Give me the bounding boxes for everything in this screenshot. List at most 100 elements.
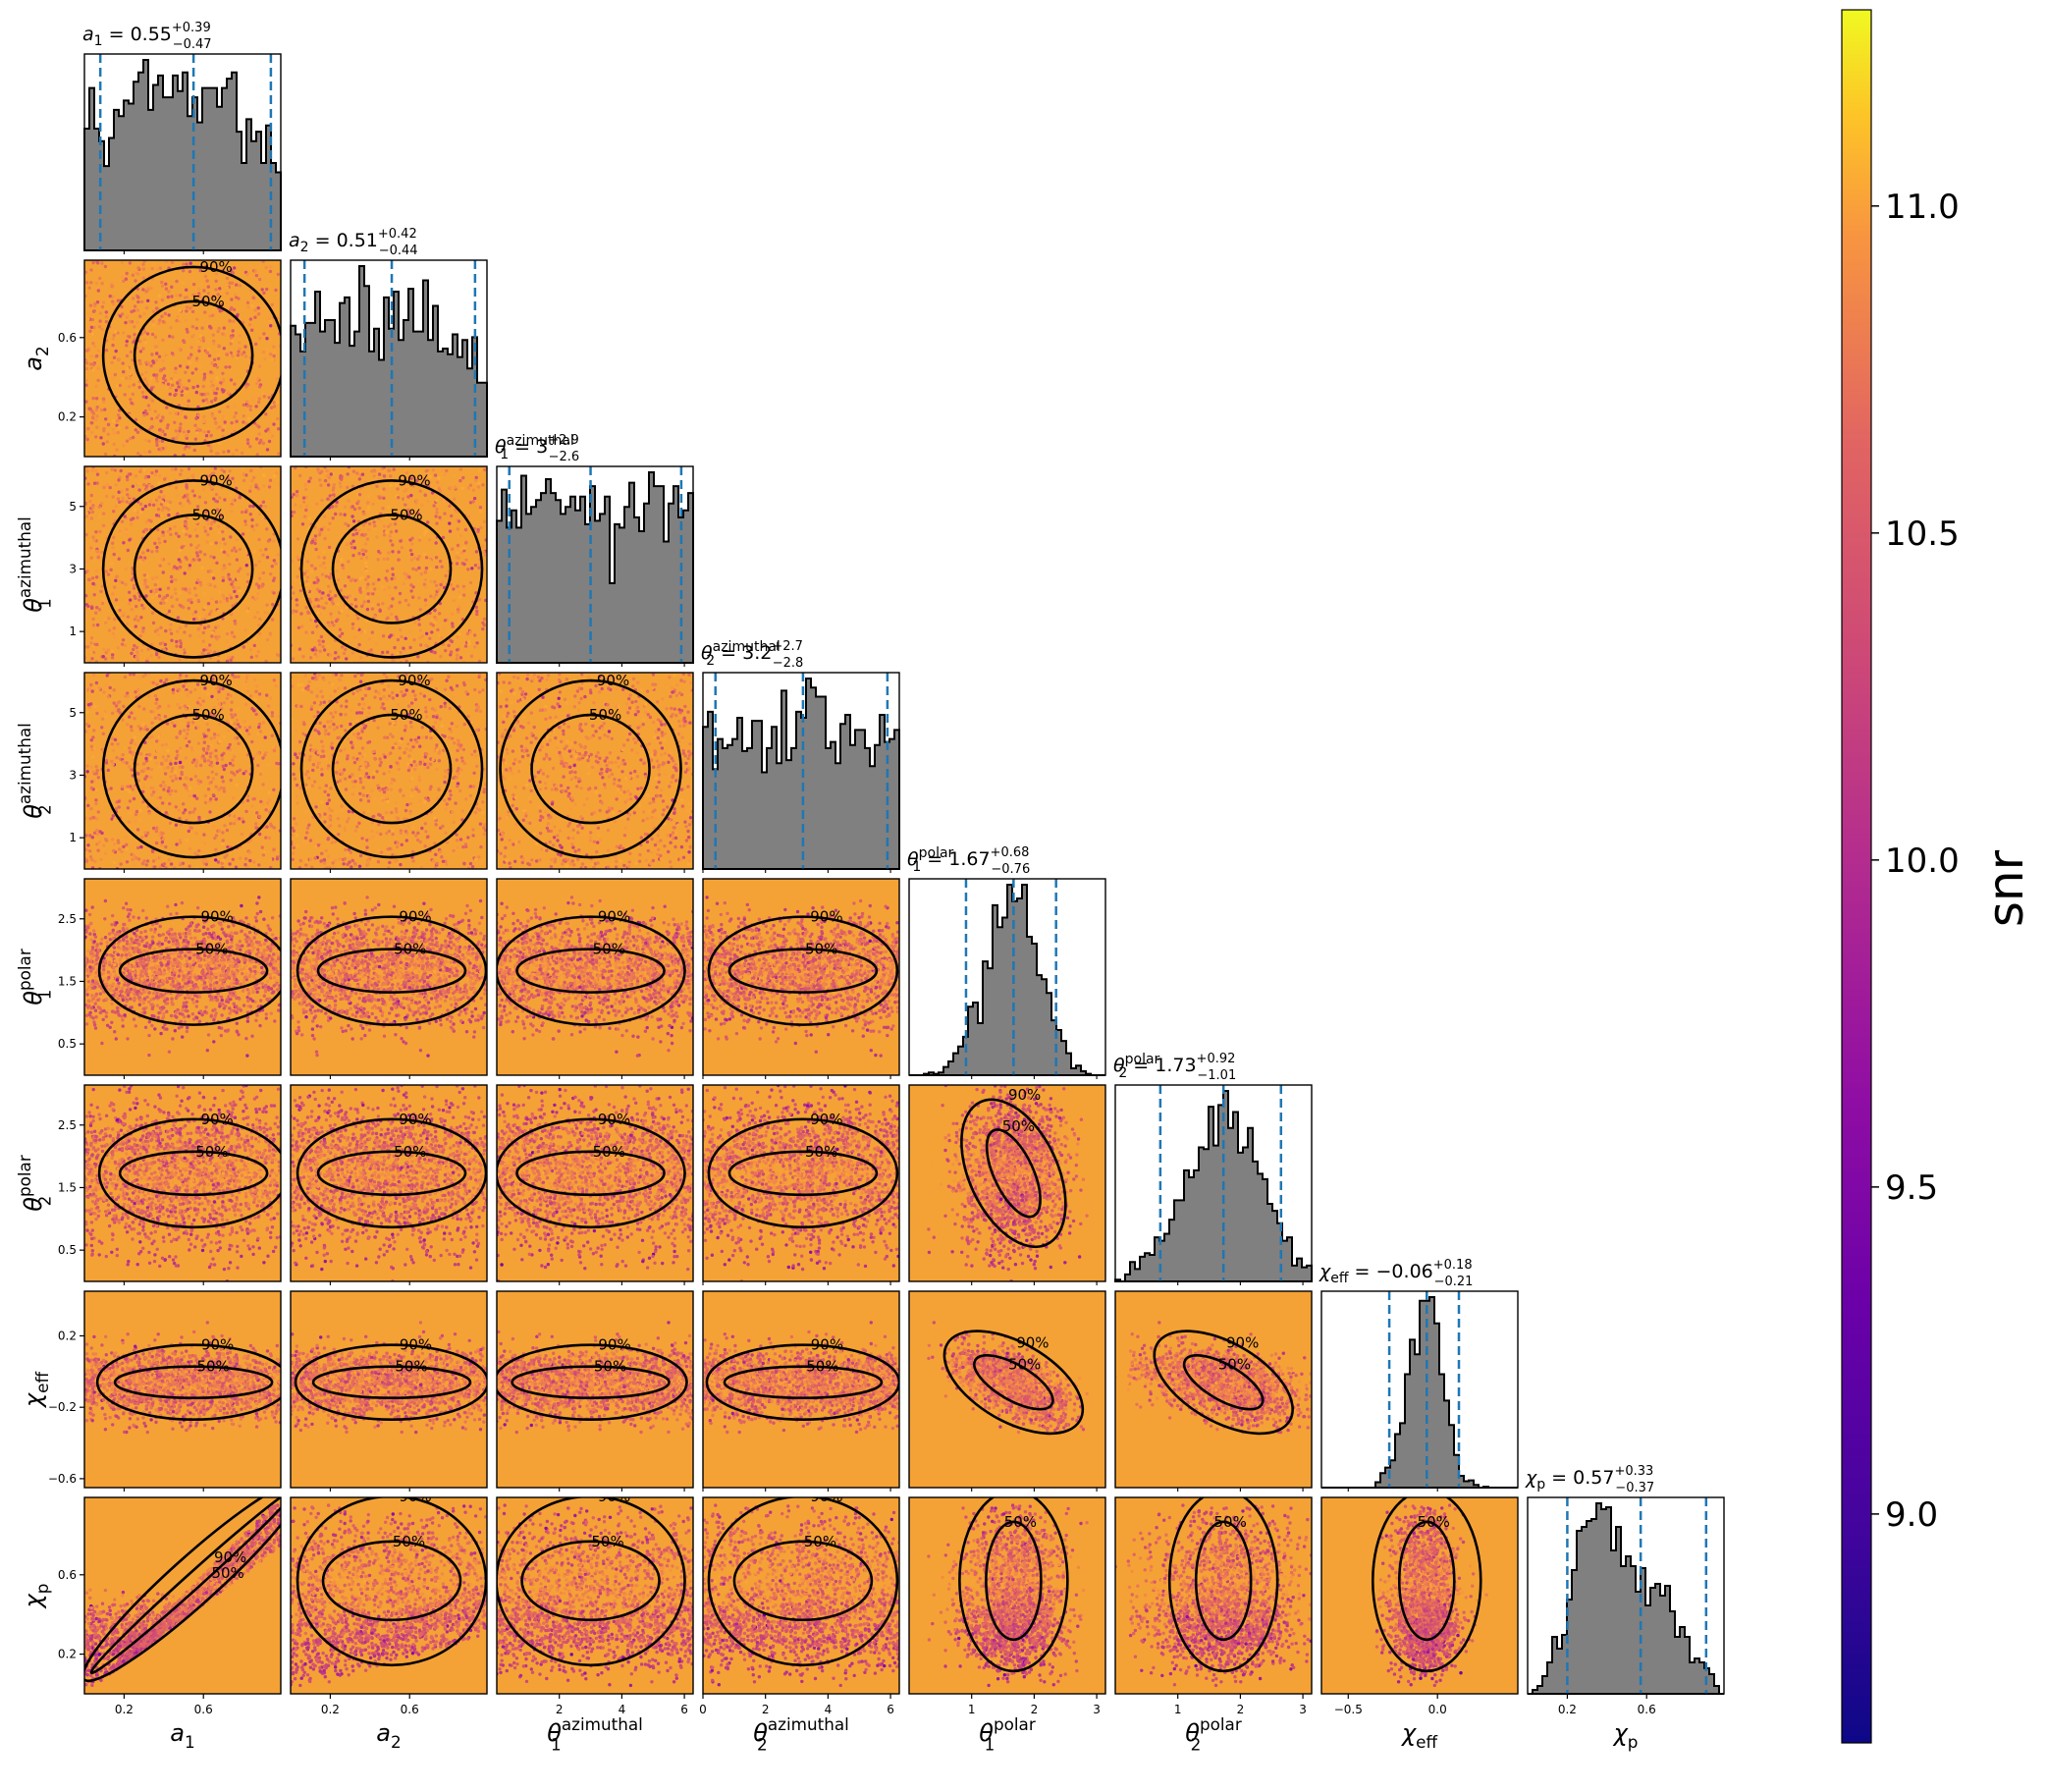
scatter-point <box>182 677 187 680</box>
scatter-point <box>257 631 262 636</box>
scatter-point <box>387 866 391 869</box>
scatter-point <box>361 586 365 590</box>
scatter-point <box>182 385 186 390</box>
scatter-point <box>132 853 136 858</box>
scatter-point <box>409 476 413 480</box>
scatter-point <box>194 617 198 622</box>
scatter-point <box>197 295 202 299</box>
scatter-point <box>437 759 442 763</box>
scatter-point <box>216 329 220 334</box>
scatter-point <box>435 715 439 720</box>
scatter-point <box>370 788 374 792</box>
scatter-point <box>221 529 225 534</box>
scatter-point <box>344 606 348 610</box>
scatter-point <box>200 618 205 622</box>
scatter-point <box>233 546 237 550</box>
scatter-point <box>101 523 106 527</box>
scatter-point <box>313 856 317 860</box>
scatter-point <box>217 425 222 429</box>
scatter-point <box>230 630 235 634</box>
scatter-point <box>301 572 306 576</box>
scatter-point <box>596 770 600 774</box>
scatter-point <box>396 487 400 491</box>
scatter-point <box>261 783 265 787</box>
scatter-point <box>255 453 259 457</box>
scatter-point <box>373 756 377 761</box>
scatter-point <box>143 475 147 480</box>
scatter-point <box>475 612 479 617</box>
scatter-point <box>540 744 544 749</box>
scatter-point <box>397 550 401 554</box>
scatter-point <box>321 744 325 748</box>
scatter-point <box>456 543 460 548</box>
scatter-point <box>248 445 252 449</box>
scatter-point <box>242 820 245 824</box>
scatter-point <box>96 810 101 814</box>
scatter-point <box>202 525 206 529</box>
scatter-point <box>120 642 125 646</box>
scatter-point <box>218 739 222 743</box>
scatter-point <box>244 809 248 814</box>
scatter-point <box>96 549 100 554</box>
scatter-point <box>577 752 582 756</box>
scatter-point <box>228 742 232 747</box>
scatter-point <box>145 728 149 732</box>
scatter-point <box>484 783 487 787</box>
scatter-point <box>434 515 438 518</box>
scatter-point <box>91 816 96 820</box>
scatter-point <box>384 810 389 815</box>
scatter-point <box>421 714 426 718</box>
scatter-point <box>257 277 262 282</box>
scatter-point <box>174 823 179 827</box>
scatter-point <box>352 546 357 550</box>
scatter-point <box>240 832 244 837</box>
scatter-point <box>204 751 209 755</box>
scatter-point <box>231 673 235 677</box>
scatter-point <box>166 423 170 427</box>
scatter-point <box>156 632 161 637</box>
scatter-point <box>609 711 613 716</box>
scatter-point <box>370 589 374 593</box>
scatter-point <box>687 673 691 677</box>
scatter-point <box>296 679 301 683</box>
scatter-theta2_az-vs-a1: 90%50% <box>84 673 281 869</box>
scatter-point <box>347 499 351 503</box>
scatter-point <box>265 337 269 341</box>
scatter-point <box>121 376 125 381</box>
scatter-point <box>92 325 96 330</box>
scatter-point <box>248 485 253 489</box>
scatter-point <box>157 481 161 485</box>
scatter-point <box>304 863 308 867</box>
scatter-point <box>233 293 238 297</box>
scatter-point <box>116 742 120 746</box>
scatter-point <box>225 659 230 663</box>
scatter-point <box>387 684 391 688</box>
scatter-point <box>403 729 407 733</box>
scatter-point <box>346 485 350 490</box>
scatter-point <box>179 746 183 750</box>
scatter-point <box>190 481 194 485</box>
scatter-point <box>208 473 213 478</box>
scatter-point <box>291 684 294 688</box>
scatter-point <box>324 729 328 733</box>
scatter-point <box>470 567 474 570</box>
scatter-point <box>196 413 201 417</box>
scatter-point <box>346 472 350 476</box>
scatter-point <box>270 733 274 737</box>
scatter-point <box>238 284 242 288</box>
scatter-point <box>85 560 89 564</box>
scatter-point <box>150 611 155 615</box>
scatter-point <box>125 842 129 846</box>
scatter-point <box>97 400 101 405</box>
scatter-point <box>162 366 166 370</box>
scatter-point <box>404 636 407 640</box>
scatter-point <box>277 427 281 431</box>
scatter-point <box>357 702 361 707</box>
scatter-point <box>415 739 419 744</box>
scatter-point <box>391 659 395 663</box>
scatter-point <box>256 751 260 755</box>
scatter-point <box>477 690 482 694</box>
scatter-point <box>150 714 155 719</box>
scatter-point <box>394 560 398 564</box>
